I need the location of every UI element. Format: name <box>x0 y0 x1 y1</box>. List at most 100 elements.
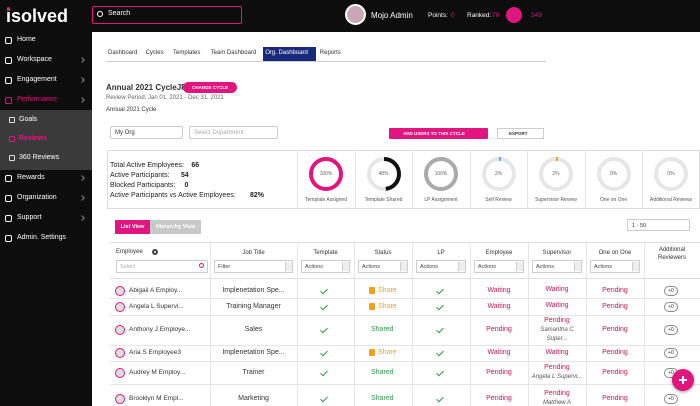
tab[interactable]: Templates <box>173 50 201 56</box>
job-title: Trainer <box>242 368 265 376</box>
progress-ring <box>481 157 516 191</box>
status[interactable]: Shared <box>371 368 394 376</box>
employee-name[interactable]: Aria S Employee3 <box>129 349 182 356</box>
additional-reviewers[interactable]: +0 <box>664 301 678 312</box>
ring-label: Template Shared <box>364 197 403 203</box>
ring-track <box>596 157 631 191</box>
export[interactable]: EXPORT <box>497 128 544 139</box>
tab[interactable]: Cycles <box>145 50 164 56</box>
status[interactable]: Shared <box>371 395 394 402</box>
column-filter[interactable]: Actions <box>416 260 466 273</box>
self-review[interactable]: Pending <box>486 326 512 333</box>
column-filter[interactable]: Actions <box>301 260 350 273</box>
nav-item[interactable]: Support <box>17 214 42 221</box>
ring-divider <box>412 151 413 208</box>
filter-caret <box>400 262 407 271</box>
column-filter[interactable]: Actions <box>474 260 524 273</box>
page-size[interactable]: 1 - 50 <box>627 219 690 231</box>
self-review[interactable]: Pending <box>486 368 512 376</box>
nav-item[interactable]: Organization <box>17 194 57 201</box>
nav-item[interactable]: Home <box>17 36 36 43</box>
one-on-one[interactable]: Pending <box>602 349 628 356</box>
column-filter[interactable]: Actions <box>358 260 408 273</box>
status[interactable]: Shared <box>371 326 394 333</box>
row-border <box>110 384 700 385</box>
job-title: Training Manager <box>226 302 281 310</box>
check-icon <box>436 325 444 334</box>
column-filter[interactable]: Filter <box>214 260 293 273</box>
one-on-one[interactable]: Pending <box>602 302 628 310</box>
ring-value: 100% <box>434 171 448 177</box>
self-review[interactable]: Waiting <box>487 349 511 356</box>
nav-item[interactable]: Engagement <box>17 76 57 83</box>
hierarchy-view[interactable]: Hierarchy View <box>150 220 201 234</box>
employee-name[interactable]: Audrey M Employ... <box>129 368 186 376</box>
tab[interactable]: Org. Dashboard <box>265 50 308 56</box>
self-review[interactable]: Pending <box>486 395 512 402</box>
review-period: Review Period: Jan 01, 2021 - Dec 31, 20… <box>106 95 224 101</box>
self-review[interactable]: Waiting <box>487 286 511 294</box>
status[interactable]: Share <box>378 349 397 356</box>
supervisor-review[interactable]: Pending <box>544 316 570 324</box>
change-cycle[interactable]: CHANGE CYCLE <box>183 82 237 93</box>
ring-divider <box>354 151 356 208</box>
share-icon <box>369 302 375 310</box>
status[interactable]: Share <box>378 302 397 310</box>
tab-underline <box>106 61 546 62</box>
supervisor-review[interactable]: Waiting <box>545 286 569 293</box>
supervisor-review[interactable]: Waiting <box>545 348 569 356</box>
additional-reviewers[interactable]: +0 <box>664 348 678 358</box>
org-select[interactable]: My Org <box>110 126 183 139</box>
submenu-icon <box>9 155 15 161</box>
submenu-item[interactable]: 360 Reviews <box>19 154 60 161</box>
table-top <box>110 242 700 243</box>
submenu-icon <box>9 117 15 123</box>
row-avatar <box>115 394 125 404</box>
avatar <box>345 4 366 25</box>
employee-filter[interactable]: Select <box>116 260 208 273</box>
search-box[interactable] <box>92 6 242 24</box>
additional-reviewers[interactable]: +0 <box>664 325 678 335</box>
nav-item[interactable]: Performance <box>17 96 58 103</box>
submenu-item[interactable]: Goals <box>19 116 38 123</box>
check-icon <box>320 325 328 334</box>
self-review[interactable]: Waiting <box>487 302 511 310</box>
nav-item[interactable]: Workspace <box>17 56 52 63</box>
col-divider <box>470 243 471 406</box>
logo: isolved <box>6 6 69 26</box>
supervisor-review[interactable]: Waiting <box>545 302 569 309</box>
bell[interactable] <box>506 7 522 23</box>
additional-reviewers[interactable]: +0 <box>664 285 678 296</box>
additional-reviewers[interactable]: +0 <box>664 394 678 404</box>
ring-arc <box>309 157 343 191</box>
employee-name[interactable]: Abigail A Employ... <box>129 286 183 294</box>
one-on-one[interactable]: Pending <box>602 395 628 402</box>
tab[interactable]: Reports <box>319 50 341 56</box>
nav-item[interactable]: Rewards <box>17 174 45 181</box>
employee-name[interactable]: Anthony J Employe... <box>129 326 191 333</box>
ring-arc <box>481 157 516 191</box>
supervisor-review[interactable]: Pending <box>544 363 570 371</box>
column-filter[interactable]: Actions <box>532 260 582 273</box>
one-on-one[interactable]: Pending <box>602 286 628 294</box>
list-view[interactable]: List View <box>115 220 150 234</box>
supervisor-name: Matthew A <box>542 400 572 406</box>
employee-name[interactable]: Brooklyn M Empl... <box>129 395 184 402</box>
row-border <box>110 361 700 362</box>
nav-icon <box>5 175 12 182</box>
supervisor-review[interactable]: Pending <box>544 390 570 397</box>
nav-item[interactable]: Admin. Settings <box>17 234 67 241</box>
stat-label: Total Active Employees: <box>110 162 184 169</box>
status[interactable]: Share <box>378 286 397 294</box>
dept-select[interactable]: Select Department <box>189 126 278 139</box>
submenu-item[interactable]: Reviews <box>19 135 48 142</box>
column-filter[interactable]: Actions <box>590 260 640 273</box>
tab[interactable]: Dashboard <box>108 50 138 56</box>
add-users[interactable]: ADD USERS TO THIS CYCLE <box>389 128 488 139</box>
one-on-one[interactable]: Pending <box>602 326 628 333</box>
one-on-one[interactable]: Pending <box>602 368 628 376</box>
tab[interactable]: Team Dashboard <box>210 50 257 56</box>
supervisor-name: Angela L Supervi... <box>531 373 583 380</box>
header-bottom <box>110 278 700 279</box>
employee-name[interactable]: Angela L Supervi... <box>129 302 184 310</box>
